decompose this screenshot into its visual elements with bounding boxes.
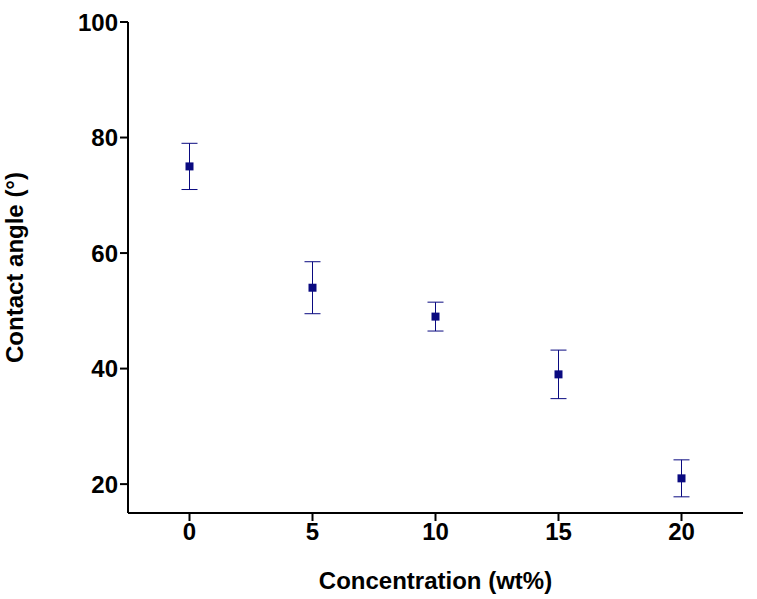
- svg-text:20: 20: [91, 471, 118, 498]
- svg-text:15: 15: [545, 518, 572, 545]
- svg-text:0: 0: [183, 518, 196, 545]
- svg-text:80: 80: [91, 124, 118, 151]
- svg-text:Concentration (wt%): Concentration (wt%): [319, 567, 552, 594]
- svg-text:100: 100: [78, 9, 118, 36]
- svg-text:Contact angle (°): Contact angle (°): [1, 172, 28, 363]
- svg-text:20: 20: [668, 518, 695, 545]
- svg-text:10: 10: [422, 518, 449, 545]
- svg-text:60: 60: [91, 240, 118, 267]
- svg-text:5: 5: [306, 518, 319, 545]
- svg-text:40: 40: [91, 355, 118, 382]
